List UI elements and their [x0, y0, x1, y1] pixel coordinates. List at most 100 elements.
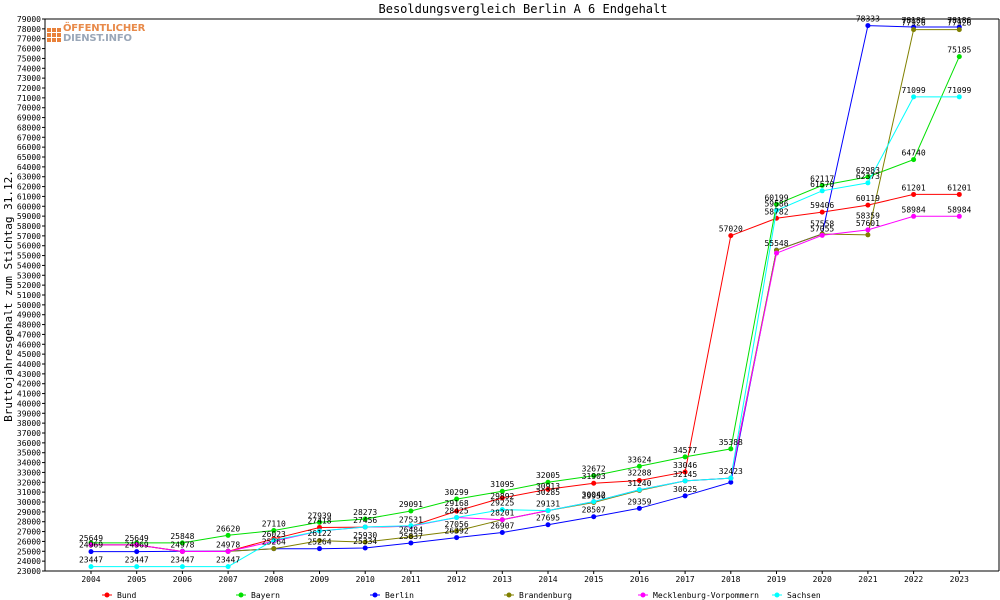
y-tick-label: 35000	[17, 449, 41, 458]
data-point	[408, 523, 414, 529]
y-tick-label: 61000	[17, 192, 41, 201]
x-tick-label: 2018	[721, 575, 740, 584]
y-tick-label: 25000	[17, 547, 41, 556]
y-tick-label: 60000	[17, 202, 41, 211]
data-point	[636, 487, 642, 493]
data-label: 30913	[536, 482, 560, 491]
y-tick-label: 37000	[17, 429, 41, 438]
legend-swatch-dot	[372, 592, 378, 598]
y-tick-label: 57000	[17, 232, 41, 241]
legend-swatch-dot	[774, 592, 780, 598]
y-tick-label: 48000	[17, 321, 41, 330]
series-line	[91, 25, 960, 553]
data-point	[317, 546, 322, 552]
data-label: 27056	[445, 520, 469, 529]
legend-item: Bayern	[236, 591, 280, 600]
data-label: 62983	[856, 166, 880, 175]
data-label: 60199	[764, 193, 788, 202]
data-label: 28507	[582, 506, 606, 515]
data-point	[819, 232, 825, 238]
data-label: 28273	[353, 508, 377, 517]
data-point	[499, 517, 505, 523]
data-point	[865, 180, 871, 186]
data-point	[774, 207, 779, 213]
data-label: 64740	[902, 149, 926, 158]
y-tick-label: 58000	[17, 222, 41, 231]
data-label: 29359	[627, 497, 651, 506]
y-tick-label: 47000	[17, 330, 41, 339]
data-point	[134, 549, 140, 555]
data-point	[362, 524, 368, 530]
data-point	[774, 250, 779, 256]
data-point	[865, 227, 871, 233]
data-point	[865, 232, 871, 238]
data-point	[134, 542, 140, 548]
data-label: 57020	[719, 225, 743, 234]
data-point	[362, 539, 368, 545]
data-label: 57558	[810, 219, 834, 228]
data-label: 27531	[399, 515, 423, 524]
y-tick-label: 66000	[17, 143, 41, 152]
data-labels: 2564924969234472564924969234472584824978…	[79, 15, 972, 565]
data-label: 25334	[353, 537, 377, 546]
y-tick-label: 38000	[17, 419, 41, 428]
data-point	[545, 479, 551, 485]
data-point	[88, 564, 94, 570]
data-point	[956, 213, 962, 219]
x-ticks: 2004 2005 2006 2007 2008 2009 2010 2011 2012 2013…	[81, 571, 969, 584]
data-label: 77926	[902, 19, 926, 28]
y-tick-label: 34000	[17, 459, 41, 468]
x-tick-label: 2014	[538, 575, 557, 584]
data-label: 27110	[262, 519, 286, 528]
x-tick-label: 2015	[584, 575, 603, 584]
y-tick-label: 26000	[17, 537, 41, 546]
x-tick-label: 2007	[218, 575, 237, 584]
data-point	[911, 213, 917, 219]
y-tick-label: 76000	[17, 45, 41, 54]
data-label: 71099	[902, 86, 926, 95]
data-point	[225, 549, 231, 555]
logo-text: ÖFFENTLICHER DIENST.INFO	[63, 24, 145, 44]
data-label: 58984	[902, 205, 926, 214]
data-label: 71099	[947, 86, 971, 95]
data-point	[956, 191, 962, 197]
data-point	[591, 514, 597, 520]
legend-label: Bund	[117, 591, 136, 600]
y-ticks: 2300024000250002600027000280002900030000…	[17, 15, 45, 576]
data-label: 35388	[719, 438, 743, 447]
data-point	[88, 549, 94, 555]
data-label: 29950	[582, 491, 606, 500]
data-point	[865, 174, 871, 180]
data-label: 30285	[536, 488, 560, 497]
data-point	[408, 540, 414, 546]
data-label: 26023	[262, 530, 286, 539]
publisher-logo: ÖFFENTLICHER DIENST.INFO	[47, 20, 162, 48]
data-point	[956, 27, 962, 33]
data-label: 29131	[536, 500, 560, 509]
data-label: 25837	[399, 532, 423, 541]
y-tick-label: 43000	[17, 370, 41, 379]
data-label: 33046	[673, 461, 697, 470]
y-tick-label: 69000	[17, 114, 41, 123]
data-label: 29091	[399, 500, 423, 509]
y-tick-label: 67000	[17, 133, 41, 142]
y-tick-label: 62000	[17, 183, 41, 192]
legend-swatch-dot	[238, 592, 244, 598]
y-tick-label: 32000	[17, 478, 41, 487]
data-point	[728, 479, 734, 485]
data-point	[545, 508, 551, 514]
y-tick-label: 71000	[17, 94, 41, 103]
x-tick-label: 2019	[767, 575, 786, 584]
data-point	[911, 27, 917, 33]
data-point	[911, 94, 917, 100]
data-label: 58782	[764, 207, 788, 216]
data-label: 25264	[307, 538, 331, 547]
y-tick-label: 40000	[17, 399, 41, 408]
y-tick-label: 72000	[17, 84, 41, 93]
y-tick-label: 64000	[17, 163, 41, 172]
logo-grid-icon	[47, 27, 61, 42]
x-tick-label: 2023	[950, 575, 969, 584]
data-point	[499, 488, 505, 494]
data-point	[362, 516, 368, 522]
